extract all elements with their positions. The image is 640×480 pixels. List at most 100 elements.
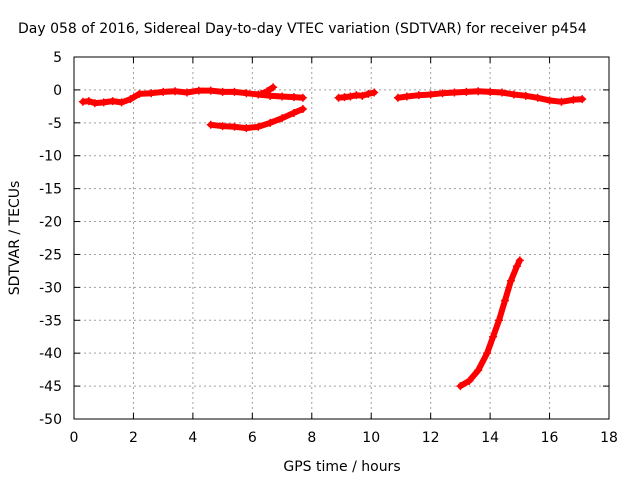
data-point: [506, 276, 515, 285]
data-point: [194, 86, 203, 95]
data-point: [370, 88, 379, 97]
data-point: [483, 349, 492, 358]
data-point: [84, 97, 93, 106]
y-axis-label: SDTVAR / TECUs: [7, 181, 23, 296]
data-point: [230, 87, 239, 96]
data-point: [206, 86, 215, 95]
data-point: [545, 96, 554, 105]
data-point: [278, 92, 287, 101]
data-point: [456, 382, 465, 391]
data-point: [450, 88, 459, 97]
data-point: [426, 90, 435, 99]
data-point: [489, 332, 498, 341]
series-3: [334, 88, 379, 102]
x-tick-label: 8: [307, 430, 316, 446]
series-trace: [207, 106, 306, 132]
data-point: [364, 89, 373, 98]
data-point: [500, 296, 509, 305]
x-tick-label: 0: [70, 430, 79, 446]
series-trace: [457, 257, 523, 390]
x-tick-label: 4: [188, 430, 197, 446]
x-tick-label: 12: [422, 430, 440, 446]
data-point: [257, 89, 266, 98]
data-point: [269, 83, 278, 92]
data-point: [474, 87, 483, 96]
data-point: [512, 262, 521, 271]
data-point: [266, 118, 275, 127]
data-point: [414, 91, 423, 100]
y-tick-label: -50: [39, 412, 62, 428]
data-points: [78, 83, 587, 391]
data-point: [126, 95, 135, 104]
x-tick-label: 18: [600, 430, 618, 446]
data-point: [266, 91, 275, 100]
y-tick-label: 5: [53, 50, 62, 66]
x-tick-label: 16: [541, 430, 559, 446]
y-tick-label: -5: [48, 116, 62, 132]
data-point: [206, 120, 215, 129]
y-tick-label: -25: [39, 247, 62, 263]
data-point: [393, 93, 402, 102]
data-point: [242, 89, 251, 98]
data-point: [557, 97, 566, 106]
data-point: [474, 366, 483, 375]
data-point: [569, 95, 578, 104]
data-point: [578, 95, 587, 104]
x-tick-label: 6: [248, 430, 257, 446]
series-5: [456, 256, 524, 391]
data-point: [521, 91, 530, 100]
data-point: [289, 108, 298, 117]
y-tick-label: -10: [39, 149, 62, 165]
data-point: [159, 87, 168, 96]
data-point: [230, 122, 239, 131]
data-point: [117, 98, 126, 107]
data-point: [171, 87, 180, 96]
y-tick-label: -15: [39, 182, 62, 198]
data-point: [498, 88, 506, 97]
data-point: [298, 104, 307, 113]
data-point: [242, 124, 251, 133]
data-point: [298, 93, 307, 102]
data-point: [182, 88, 191, 97]
data-point: [263, 87, 272, 96]
data-point: [278, 114, 287, 123]
data-point: [218, 122, 227, 131]
y-tick-label: -30: [39, 280, 62, 296]
data-point: [346, 92, 355, 101]
data-point: [402, 92, 411, 101]
x-axis-label: GPS time / hours: [283, 459, 400, 475]
data-point: [509, 90, 518, 99]
data-point: [218, 87, 227, 96]
y-tick-label: 0: [53, 83, 62, 99]
data-point: [495, 316, 504, 325]
data-point: [462, 87, 471, 96]
chart-title: Day 058 of 2016, Sidereal Day-to-day VTE…: [18, 21, 587, 37]
data-point: [533, 93, 542, 102]
y-tick-label: -40: [39, 346, 62, 362]
plot-frame: [73, 56, 610, 420]
x-tick-label: 10: [362, 430, 380, 446]
data-point: [108, 97, 117, 106]
x-tick-label: 14: [481, 430, 499, 446]
data-point: [254, 122, 263, 131]
data-point: [358, 91, 367, 100]
data-point: [99, 98, 108, 107]
data-point: [147, 89, 156, 98]
data-point: [90, 99, 99, 108]
y-tick-label: -35: [39, 313, 62, 329]
data-point: [135, 89, 144, 98]
series-2: [257, 83, 278, 98]
data-point: [486, 87, 495, 96]
x-tick-label: 2: [129, 430, 138, 446]
data-point: [289, 93, 298, 102]
axis-ticks: 0 2 4 6 8 10 12 14 16 18 5 0 -5 -10 -15 -20 -25 -30 -35 -40…: [39, 50, 618, 446]
data-point: [438, 89, 447, 98]
data-point: [515, 256, 524, 265]
y-tick-label: -45: [39, 379, 62, 395]
grid: [74, 57, 609, 419]
series-4: [393, 87, 587, 106]
y-tick-label: -20: [39, 215, 62, 231]
data-point: [465, 376, 474, 385]
series-1: [206, 104, 307, 133]
